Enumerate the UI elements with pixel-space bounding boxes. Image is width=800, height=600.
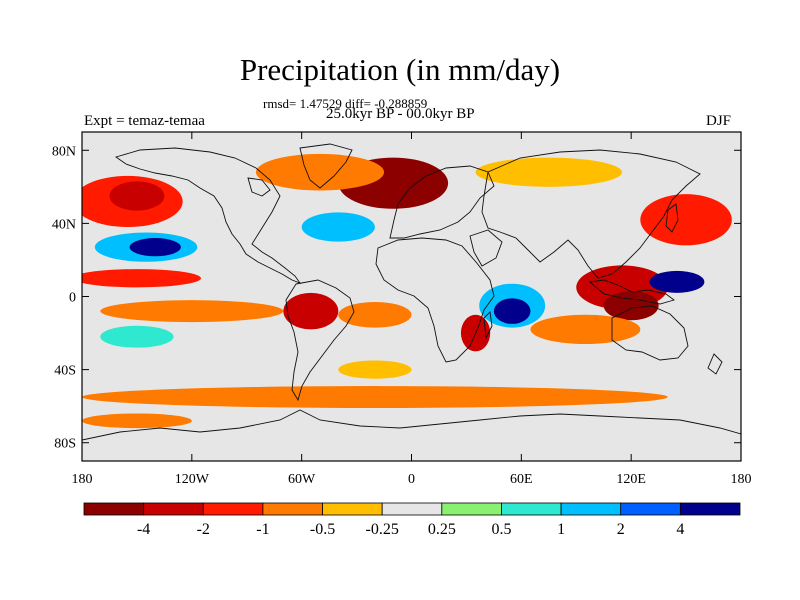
- lat-tick-label: 0: [69, 291, 76, 306]
- madagascar-coast: [483, 311, 493, 340]
- lat-tick-label: 80S: [54, 437, 76, 452]
- maritime-continent-coast: [588, 279, 675, 305]
- lon-tick-label: 180: [731, 472, 752, 487]
- colorbar-label: 2: [617, 521, 625, 538]
- africa-coast: [375, 237, 495, 363]
- europe-coast: [389, 165, 495, 239]
- anomaly-south-indian-dry: [530, 314, 641, 345]
- anomaly-antarctic-coast-dry: [82, 413, 192, 429]
- anomaly-siberia-dry: [475, 157, 623, 187]
- anomaly-central-pacific-dry: [82, 269, 201, 288]
- antarctica-coast: [82, 409, 741, 441]
- lon-tick-label: 60W: [288, 472, 316, 487]
- season-label: DJF: [706, 113, 732, 129]
- lon-tick-label: 180: [72, 472, 93, 487]
- coastlines: [82, 143, 741, 441]
- anomaly-southern-ocean-dry: [82, 386, 668, 408]
- colorbar-swatch: [620, 502, 681, 516]
- hudson-bay-coast: [247, 177, 271, 197]
- lat-tick-label: 40S: [54, 364, 76, 379]
- new-zealand-coast: [707, 353, 723, 375]
- colorbar-label: -0.5: [310, 521, 335, 538]
- lon-tick-label: 120E: [616, 472, 646, 487]
- anomaly-western-pacific-wet: [649, 270, 705, 293]
- asia-coast: [481, 149, 701, 279]
- rmsd-diff-stats: rmsd= 1.47529 diff= -0.288859: [263, 96, 428, 111]
- colorbar-swatch: [441, 502, 502, 516]
- lat-tick-label: 80N: [52, 144, 76, 159]
- colorbar-label: -1: [256, 521, 269, 538]
- lon-tick-label: 0: [408, 472, 415, 487]
- colorbar: -4 -2 -1 -0.5 -0.25 0.25 0.5 1 2 4: [83, 502, 741, 538]
- anomaly-northeast-pacific-wet-core: [129, 238, 181, 257]
- colorbar-label: 1: [557, 521, 565, 538]
- lon-tick-label: 120W: [175, 472, 210, 487]
- anomaly-north-atlantic-dry-core: [369, 161, 436, 191]
- colorbar-swatch: [322, 502, 383, 516]
- anomaly-south-atlantic-subtropics-dry: [338, 360, 412, 379]
- colorbar-label: -4: [137, 521, 150, 538]
- map-title: Precipitation (in mm/day): [239, 52, 561, 87]
- lon-tick-label: 60E: [510, 472, 533, 487]
- anomaly-indian-ocean-wet-core: [493, 298, 531, 324]
- colorbar-label: 0.25: [428, 521, 456, 538]
- colorbar-label: 0.5: [491, 521, 511, 538]
- colorbar-swatch: [83, 502, 145, 516]
- north-america-coast: [114, 147, 302, 284]
- anomaly-northwest-pacific-dry: [640, 194, 732, 246]
- colorbar-swatch: [262, 502, 323, 516]
- map-axes: 80N 40N 0 40S 80S 180 120W 60W 0 60E 120E 180: [52, 132, 752, 487]
- anomaly-north-atlantic-wet: [301, 212, 375, 242]
- colorbar-label: -2: [197, 521, 210, 538]
- anomaly-north-pacific-dry-core: [109, 181, 165, 211]
- anomaly-arctic-canada-dry: [255, 153, 385, 191]
- colorbar-swatch: [143, 502, 204, 516]
- colorbar-swatch: [381, 502, 443, 516]
- colorbar-label: -0.25: [366, 521, 399, 538]
- experiment-label: Expt = temaz-temaa: [84, 113, 205, 129]
- anomaly-south-pacific-wet: [100, 325, 174, 348]
- anomaly-maritime-continent-dry-core: [603, 291, 659, 321]
- arabia-coast: [469, 229, 503, 267]
- south-america-coast: [285, 279, 355, 402]
- australia-coast: [611, 305, 689, 361]
- lat-tick-label: 40N: [52, 217, 76, 232]
- colorbar-swatch: [679, 502, 741, 516]
- anomaly-south-atlantic-dry: [338, 301, 412, 328]
- japan-coast: [665, 203, 679, 233]
- colorbar-swatch: [202, 502, 264, 516]
- anomaly-tropical-pacific-dry: [100, 300, 284, 323]
- colorbar-swatch: [501, 502, 562, 516]
- colorbar-label: 4: [676, 521, 684, 538]
- anomaly-amazon-dry: [283, 292, 339, 330]
- greenland-coast: [299, 143, 353, 189]
- time-period-label: 25.0kyr BP - 00.0kyr BP: [326, 106, 475, 122]
- colorbar-swatch: [560, 502, 622, 516]
- anomaly-fields: [82, 153, 732, 429]
